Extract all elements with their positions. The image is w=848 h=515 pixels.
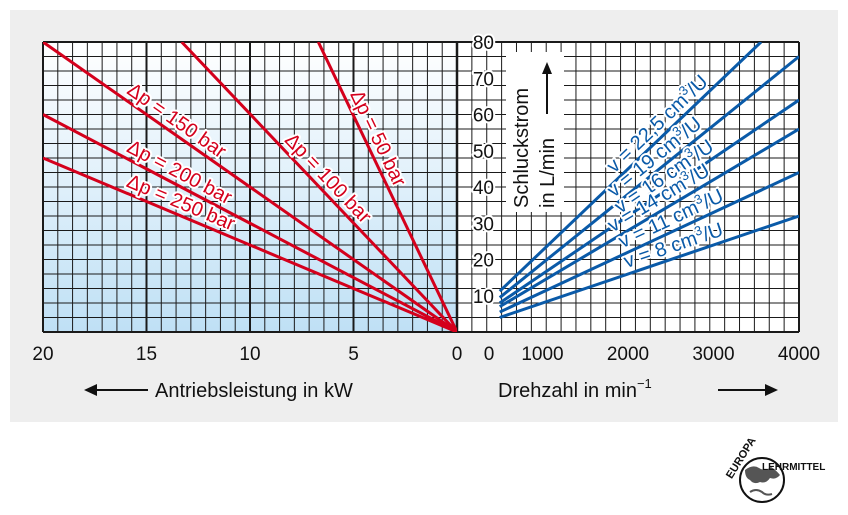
pressure-line [180, 42, 457, 332]
y-tick-label: 80 [473, 33, 494, 54]
left-axis-title-group: Antriebsleistung in kW [84, 380, 353, 402]
x-tick-label-right: 3000 [692, 344, 734, 365]
pressure-line [316, 42, 457, 332]
x-tick-labels-right: 0 1000 2000 3000 4000 [484, 344, 820, 365]
pressure-line [43, 42, 457, 332]
displacement-line [499, 214, 799, 319]
x-tick-label-right: 1000 [521, 344, 563, 365]
y-tick-label: 50 [473, 142, 494, 163]
y-tick-labels: 10 20 30 40 50 60 70 80 [471, 31, 496, 310]
logo-map-shape [745, 466, 780, 484]
logo-map-shape-2 [749, 489, 773, 496]
y-axis-title-line1: Schluckstrom [511, 88, 533, 208]
logo-side-text: LEHRMITTEL [762, 462, 825, 473]
displacement-line [498, 98, 799, 305]
pressure-line [43, 113, 457, 332]
x-tick-label-left: 5 [348, 344, 359, 365]
x-tick-label-left: 10 [239, 344, 260, 365]
y-tick-label: 70 [473, 69, 494, 90]
displacement-line [499, 171, 799, 314]
x-tick-label-right: 0 [484, 344, 495, 365]
y-tick-label: 60 [473, 106, 494, 127]
x-tick-label-left: 15 [136, 344, 157, 365]
y-axis-arrow-head [542, 62, 552, 74]
x-tick-label-left: 20 [32, 344, 53, 365]
y-tick-label: 10 [473, 287, 494, 308]
displacement-line [498, 55, 799, 299]
x-tick-labels-left: 20 15 10 5 0 [32, 344, 462, 365]
x-tick-label-right: 4000 [778, 344, 820, 365]
displacement-lines [498, 42, 799, 319]
y-tick-label: 40 [473, 178, 494, 199]
displacement-line [498, 127, 799, 308]
x-tick-label-right: 2000 [607, 344, 649, 365]
publisher-logo: EUROPA LEHRMITTEL [724, 435, 825, 503]
left-arrow-head [84, 384, 97, 396]
y-axis-title-line2: in L/min [537, 138, 559, 208]
x-tick-label-left: 0 [452, 344, 463, 365]
grid-lines [42, 41, 800, 333]
y-axis-title: Schluckstrom in L/min [506, 52, 564, 212]
right-x-axis-title: Drehzahl in min−1 [498, 376, 652, 402]
right-axis-title-group: Drehzahl in min−1 [498, 376, 778, 402]
pressure-lines [43, 42, 457, 332]
pressure-line [43, 156, 457, 332]
left-x-axis-title: Antriebsleistung in kW [155, 380, 353, 402]
y-tick-label: 30 [473, 214, 494, 235]
displacement-line [498, 42, 763, 293]
right-arrow-head [765, 384, 778, 396]
y-axis-title-backdrop [506, 52, 564, 212]
y-tick-label: 20 [473, 251, 494, 272]
